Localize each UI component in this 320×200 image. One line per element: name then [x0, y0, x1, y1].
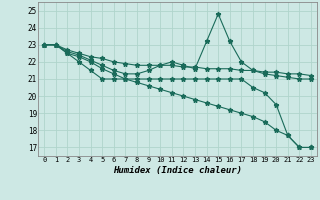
- X-axis label: Humidex (Indice chaleur): Humidex (Indice chaleur): [113, 166, 242, 175]
